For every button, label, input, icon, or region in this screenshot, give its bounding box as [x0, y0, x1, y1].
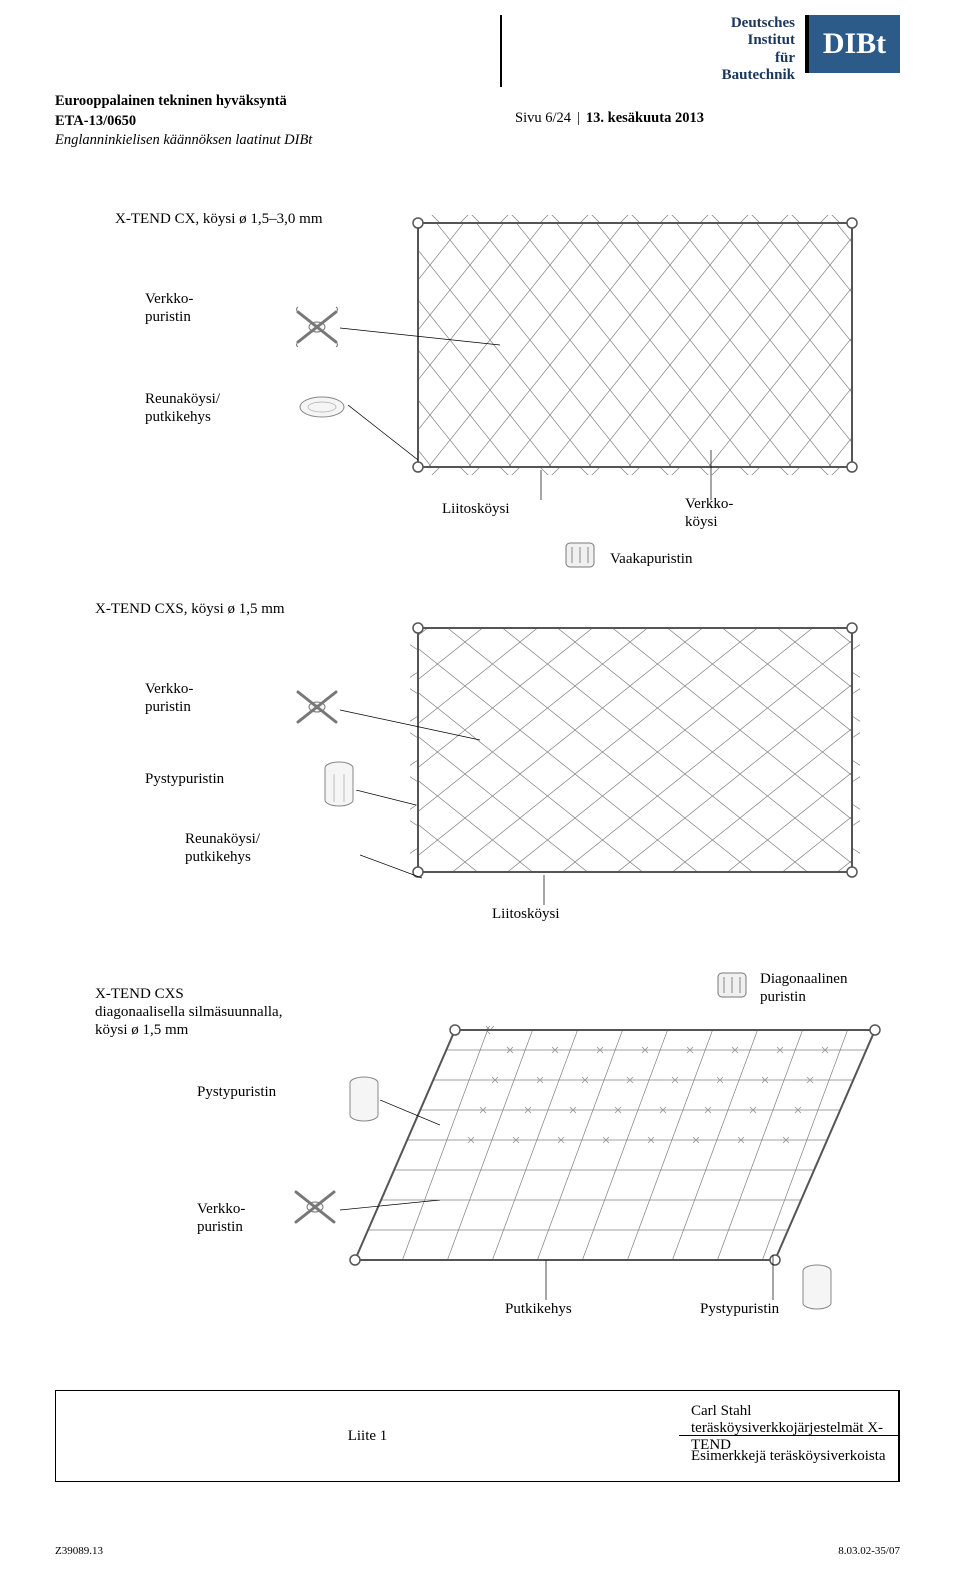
footer-row1: Carl Stahl teräsköysiverkkojärjestelmät …	[679, 1391, 899, 1436]
header-left: Eurooppalainen tekninen hyväksyntä ETA-1…	[55, 92, 312, 151]
dibt-logo: DIBt	[805, 15, 900, 73]
date: 13. kesäkuuta 2013	[586, 110, 704, 126]
label-verkkopuristin: Verkko- puristin	[145, 680, 193, 716]
leader-line	[710, 450, 712, 500]
label-pystypuristin: Pystypuristin	[197, 1083, 276, 1101]
cylinder-clamp-icon	[320, 760, 358, 810]
cylinder-clamp-icon	[345, 1075, 383, 1125]
label-verkkopuristin: Verkko- puristin	[197, 1200, 245, 1236]
header-mid: Sivu 6/24|13. kesäkuuta 2013	[515, 110, 704, 127]
clamp-icon	[712, 965, 752, 1005]
label-pystypuristin2: Pystypuristin	[700, 1300, 779, 1318]
leader-line	[340, 705, 480, 745]
label-diagonaalinen: Diagonaalinen puristin	[760, 970, 847, 1006]
footer-liite: Liite 1	[56, 1391, 679, 1481]
header-right: Deutsches Institut für Bautechnik DIBt	[722, 15, 900, 84]
fig2-mesh	[410, 620, 860, 880]
leader-line	[356, 790, 416, 810]
fig1-title: X-TEND CX, köysi ø 1,5–3,0 mm	[115, 210, 323, 228]
cross-clamp-icon	[290, 300, 345, 355]
institute-name: Deutsches Institut für Bautechnik	[722, 15, 795, 84]
leader-line	[340, 320, 500, 350]
institute-line: Institut	[747, 32, 795, 48]
fig2-title: X-TEND CXS, köysi ø 1,5 mm	[95, 600, 285, 618]
cross-clamp-icon	[290, 680, 345, 735]
label-liitoskoysi: Liitosköysi	[492, 905, 560, 923]
clamp-icon	[560, 535, 600, 575]
label-putkikehys: Putkikehys	[505, 1300, 572, 1318]
leader-line	[348, 405, 418, 465]
institute-line: Bautechnik	[722, 67, 795, 83]
oval-clamp-icon	[295, 390, 350, 425]
label-verkkokoysi: Verkko- köysi	[685, 495, 733, 531]
leader-line	[772, 1255, 774, 1300]
footer-right-code: 8.03.02-35/07	[838, 1545, 900, 1557]
dibt-logo-text: DIBt	[823, 27, 886, 61]
leader-line	[543, 875, 545, 905]
label-pystypuristin: Pystypuristin	[145, 770, 224, 788]
approval-code: ETA-13/0650	[55, 112, 312, 132]
label-reunakoysi: Reunaköysi/ putkikehys	[185, 830, 260, 866]
label-vaakapuristin: Vaakapuristin	[610, 550, 692, 568]
fig3-title: X-TEND CXS diagonaalisella silmäsuunnall…	[95, 985, 282, 1039]
translator-note: Englanninkielisen käännöksen laatinut DI…	[55, 131, 312, 151]
label-reunakoysi: Reunaköysi/ putkikehys	[145, 390, 220, 426]
footer-left-code: Z39089.13	[55, 1545, 103, 1557]
leader-line	[545, 1260, 547, 1300]
header-divider	[500, 15, 502, 87]
footer-table: Carl Stahl teräsköysiverkkojärjestelmät …	[55, 1390, 900, 1482]
institute-line: Deutsches	[731, 15, 795, 31]
label-liitoskoysi: Liitosköysi	[442, 500, 510, 518]
leader-line	[380, 1100, 440, 1130]
approval-title: Eurooppalainen tekninen hyväksyntä	[55, 92, 312, 112]
cylinder-clamp-icon	[798, 1263, 836, 1313]
leader-line	[340, 1200, 440, 1230]
institute-line: für	[775, 50, 795, 66]
page-number: Sivu 6/24	[515, 110, 571, 126]
leader-line	[540, 470, 542, 500]
cross-clamp-icon	[288, 1180, 343, 1235]
footer-row2: Esimerkkejä teräsköysiverkoista	[679, 1436, 899, 1481]
leader-line	[360, 850, 422, 880]
label-verkkopuristin: Verkko- puristin	[145, 290, 193, 326]
